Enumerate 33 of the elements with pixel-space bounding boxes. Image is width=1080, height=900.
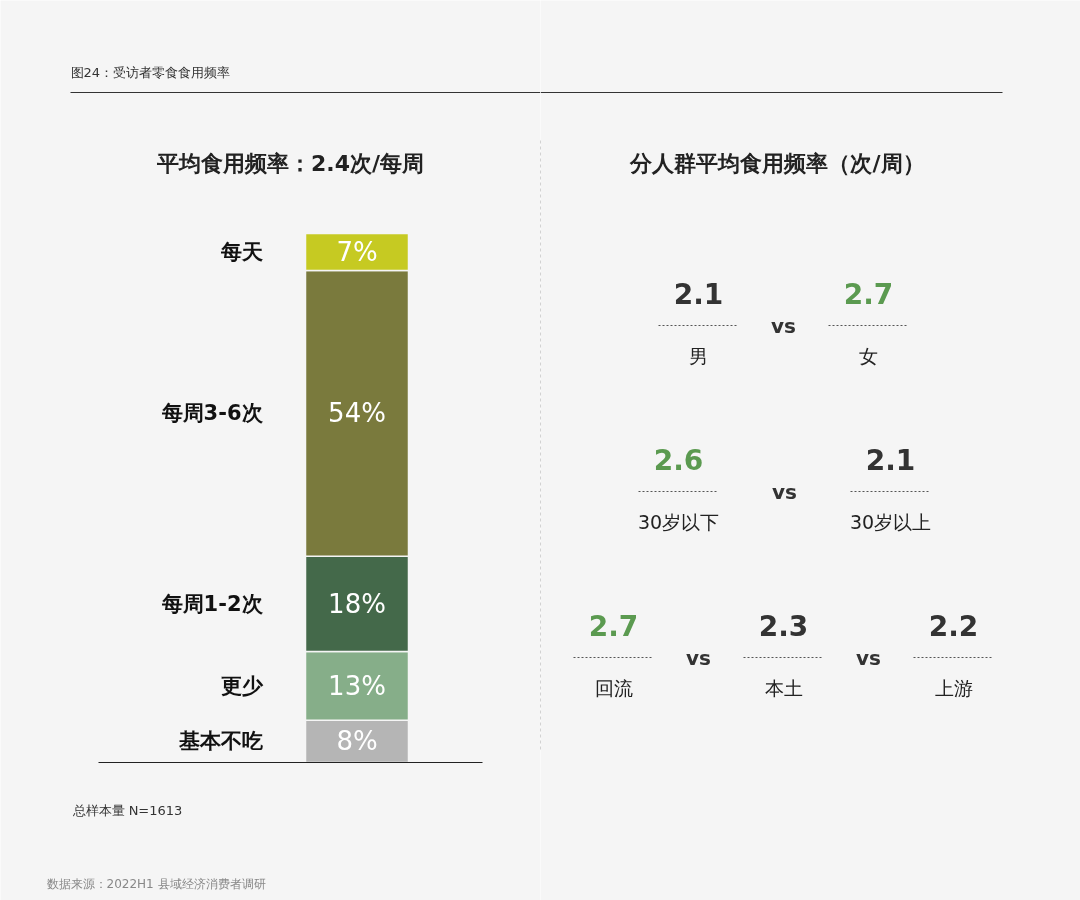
text: 每周3-6次: [160, 401, 264, 426]
text: 图24：受访者零食食用频率: [70, 65, 231, 80]
text: 每周1-2次: [160, 591, 264, 616]
data-label: 54%: [328, 398, 386, 429]
category-label: 本土: [764, 676, 803, 699]
category-label: 男: [689, 344, 708, 367]
data-label: 2.6: [653, 444, 704, 477]
data-label: 2.7: [843, 278, 894, 311]
chart-subtitle: 平均食用频率：2.4次/每周: [156, 151, 425, 176]
data-label: 2.3: [758, 610, 809, 643]
text: 分人群平均食用频率（次/周）: [629, 151, 925, 176]
data-label: 2.1: [673, 278, 724, 311]
data-label: 2.1: [865, 444, 916, 477]
text: vs: [772, 479, 797, 504]
category-label: 女: [859, 344, 878, 367]
text: 总样本量 N=1613: [71, 803, 183, 818]
text: 更少: [220, 673, 264, 698]
text: vs: [771, 313, 796, 338]
data-label: 2.2: [928, 610, 979, 643]
text: vs: [686, 645, 711, 670]
text: vs: [856, 645, 881, 670]
data-label: 8%: [336, 726, 378, 757]
data-label: 7%: [336, 237, 378, 268]
text: 每天: [219, 240, 263, 265]
data-label: 18%: [328, 588, 386, 619]
category-label: 上游: [934, 676, 973, 699]
data-label: 13%: [328, 670, 386, 701]
data-label: 2.7: [588, 610, 639, 643]
source-note: 数据来源：2022H1 县域经济消费者调研: [46, 876, 266, 891]
category-label: 30岁以下: [637, 510, 720, 533]
category-label: 30岁以上: [849, 510, 932, 533]
category-label: 回流: [594, 676, 633, 699]
text: 基本不吃: [177, 729, 263, 754]
